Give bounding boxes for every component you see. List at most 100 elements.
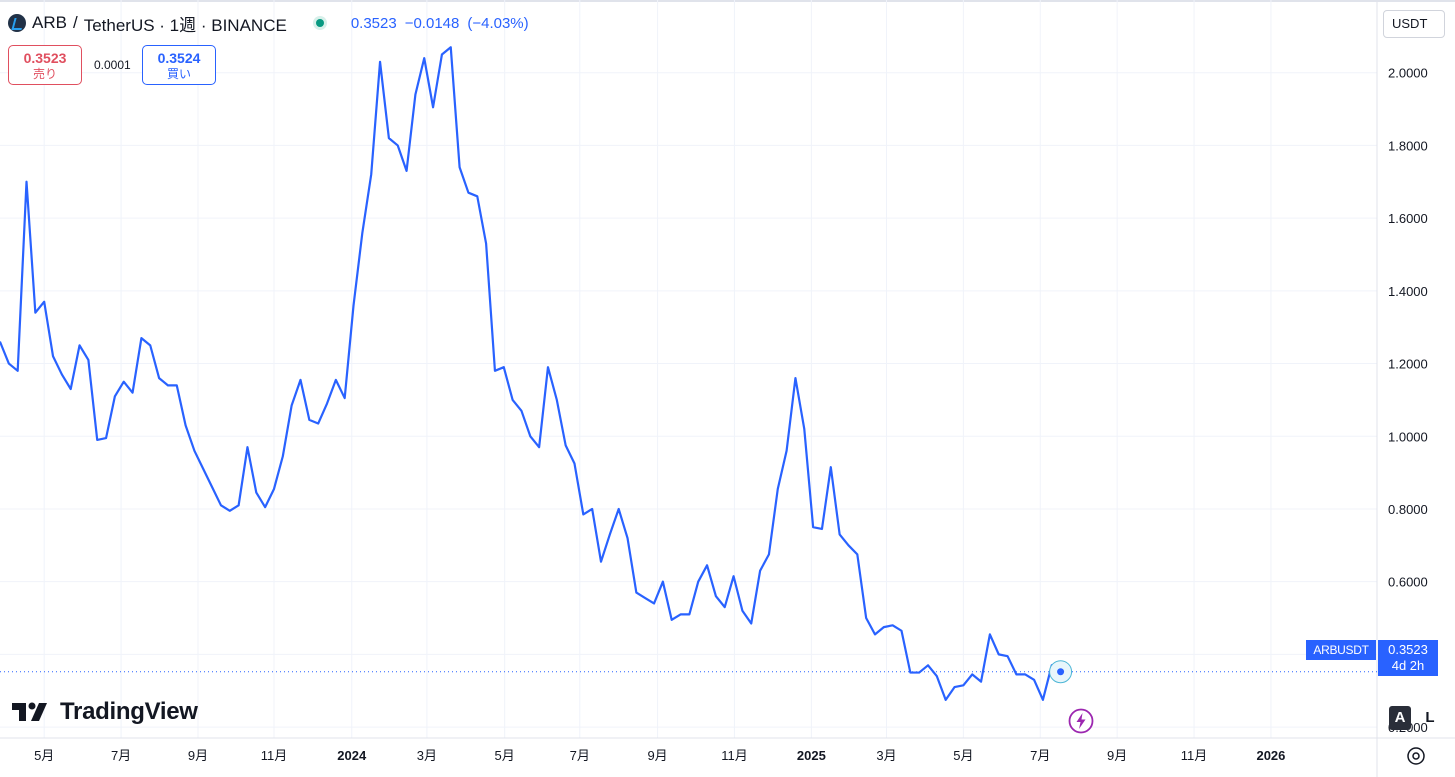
data-point [573,462,576,465]
data-point [1033,679,1035,681]
data-point [114,395,116,397]
data-point [688,613,690,615]
market-open-icon [312,16,327,30]
data-point [123,381,125,383]
data-point [777,488,779,490]
data-point [282,455,284,457]
data-point [70,388,72,390]
symbol-title[interactable]: TetherUS · 1週 · BINANCE [83,15,287,35]
data-point [653,602,655,605]
last-price-dot [1057,668,1065,676]
sell-price: 0.3523 [23,50,67,66]
x-tick-label: 3月 [876,748,896,763]
x-tick-label: 9月 [1107,748,1127,763]
x-tick-label: 7月 [111,748,131,763]
last-price-tag: 0.3523 4d 2h [1378,640,1438,676]
data-point [980,681,982,683]
data-point [432,106,434,108]
lightning-icon[interactable] [1068,708,1094,734]
x-tick-label: 5月 [34,748,54,763]
x-tick-label: 7月 [570,748,590,763]
data-point [609,533,611,536]
data-point [547,366,549,368]
symbol-header[interactable]: ARB / TetherUS · 1週 · BINANCE 0.3523 −0.0… [8,10,529,36]
data-point [662,581,664,583]
data-point [839,533,841,536]
data-point [1042,699,1044,701]
data-point [697,581,699,583]
data-point [105,437,107,439]
data-point [17,370,19,372]
last-price-tag-value: 0.3523 [1388,642,1428,657]
data-point [936,675,938,677]
data-point [52,355,54,357]
data-point [732,575,735,577]
data-point [600,561,602,563]
currency-select[interactable]: USDT [1383,10,1445,38]
data-point [78,344,81,346]
data-point [786,450,788,452]
data-point [326,402,328,405]
data-point [485,242,487,245]
auto-scale-button[interactable]: A [1389,706,1411,730]
data-point [185,424,187,426]
data-point [96,439,98,441]
data-point [255,492,257,494]
log-scale-button[interactable]: L [1425,709,1435,726]
x-tick-label: 3月 [417,748,437,763]
x-tick-label: 2024 [337,748,367,763]
data-point [556,399,558,401]
data-point [494,370,496,372]
data-point [131,392,134,394]
data-point [635,591,637,594]
data-point [529,435,531,437]
data-point [768,553,770,556]
symbol-separator: / [72,13,78,32]
sell-label: 売り [32,67,57,81]
y-tick-label: 0.6000 [1388,575,1428,590]
data-point [335,379,337,381]
symbol-price-label: ARBUSDT [1306,640,1376,660]
tradingview-logo[interactable]: TradingView [12,698,198,726]
data-point [582,513,584,516]
series-points [0,46,1062,701]
data-point [671,619,673,621]
x-tick-label: 9月 [188,748,208,763]
price-axis[interactable]: 0.20000.40000.60000.80001.00001.20001.40… [1388,66,1428,735]
data-point [176,384,178,386]
data-point [238,504,240,506]
data-point [812,526,814,528]
gear-icon[interactable] [1405,745,1427,767]
data-point [299,379,302,381]
time-axis[interactable]: 5月 7月 9月 11月 2024 3月 5月 7月 9月 11月 2025 3月 5月 7月 9月 11月 2… [34,748,1285,763]
data-point [1006,655,1009,657]
data-point [962,684,964,686]
data-point [706,564,708,566]
data-point [989,633,991,635]
data-point [308,419,310,421]
data-point [8,362,10,365]
price-change-percent: (−4.03%) [467,14,529,32]
y-tick-label: 1.4000 [1388,284,1428,299]
sell-button[interactable]: 0.3523 売り [8,45,82,85]
data-point [414,93,416,96]
bar-countdown: 4d 2h [1391,658,1425,673]
data-point [644,597,646,599]
spread-value: 0.0001 [94,58,131,72]
data-point [405,170,408,172]
data-point [370,173,372,176]
data-point [220,504,222,506]
data-point [538,446,540,448]
data-point [626,537,629,539]
data-point [352,304,355,306]
buy-button[interactable]: 0.3524 買い [142,45,216,85]
data-point [379,61,381,63]
y-tick-label: 1.8000 [1388,138,1428,153]
data-point [900,630,903,632]
data-point [927,664,929,666]
data-point [1015,673,1017,675]
symbol-name[interactable]: ARB [32,13,67,32]
data-point [520,410,523,412]
data-point [158,377,160,379]
